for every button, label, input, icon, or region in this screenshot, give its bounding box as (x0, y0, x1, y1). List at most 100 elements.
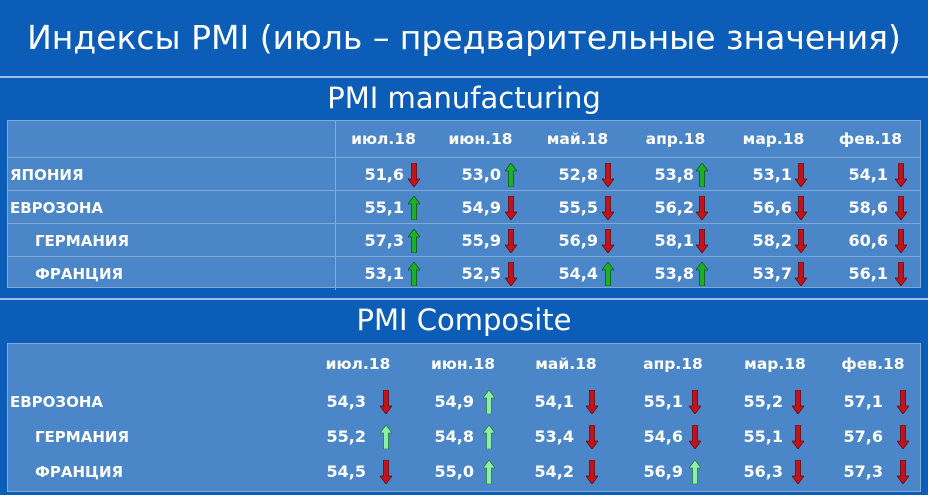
column-divider (335, 191, 336, 224)
up-icon (407, 260, 421, 290)
row-label: ЕВРОЗОНА (10, 392, 103, 411)
value-cell: 55,2 (743, 392, 783, 411)
down-icon (894, 195, 908, 224)
page-title: Индексы PMI (июль – предварительные знач… (27, 17, 901, 57)
down-icon (407, 162, 421, 191)
down-icon (896, 424, 910, 453)
down-icon (791, 459, 805, 488)
manufacturing-heading: PMI manufacturing (0, 76, 928, 118)
table-row: ФРАНЦИЯ 54,5 55,0 54,2 56,9 56,3 57,3 (8, 454, 920, 489)
table-row: ФРАНЦИЯ 53,1 52,5 54,4 53,8 53,7 56,1 (8, 256, 920, 290)
down-icon (379, 459, 393, 488)
value-cell: 60,6 (848, 231, 888, 250)
value-cell: 54,4 (558, 264, 598, 283)
manufacturing-table: июл.18 июн.18 май.18 апр.18 мар.18 фев.18 ЯПОН… (7, 120, 921, 290)
column-header-1: июл.18 (325, 355, 391, 373)
value-cell: 56,9 (558, 231, 598, 250)
down-icon (791, 424, 805, 453)
value-cell: 54,5 (326, 462, 366, 481)
row-label: ГЕРМАНИЯ (35, 231, 129, 250)
up-icon (504, 161, 518, 191)
down-icon (894, 261, 908, 290)
down-icon (601, 162, 615, 191)
value-cell: 57,6 (843, 427, 883, 446)
column-header-2: июн.18 (430, 355, 496, 373)
value-cell: 56,6 (752, 198, 792, 217)
table-row: ГЕРМАНИЯ 57,3 55,9 56,9 58,1 58,2 60,6 (8, 223, 920, 257)
column-header-5: мар.18 (742, 130, 805, 148)
down-icon (791, 389, 805, 418)
column-header-3: май.18 (546, 130, 609, 148)
value-cell: 53,4 (534, 427, 574, 446)
up-icon (695, 161, 709, 191)
table-row: ЕВРОЗОНА 54,3 54,9 54,1 55,1 55,2 57,1 (8, 384, 920, 419)
value-cell: 55,1 (643, 392, 683, 411)
composite-table: июл.18 июн.18 май.18 апр.18 мар.18 фев.18 ЕВРО… (7, 343, 921, 492)
column-header-6: фев.18 (841, 355, 905, 373)
value-cell: 54,1 (848, 165, 888, 184)
value-cell: 57,1 (843, 392, 883, 411)
up-icon (482, 458, 496, 488)
down-icon (688, 424, 702, 453)
down-icon (896, 459, 910, 488)
value-cell: 53,1 (364, 264, 404, 283)
down-icon (794, 162, 808, 191)
value-cell: 58,1 (654, 231, 694, 250)
column-header-5: мар.18 (744, 355, 806, 373)
header-row: июл.18 июн.18 май.18 апр.18 мар.18 фев.18 (8, 121, 920, 157)
up-icon (695, 260, 709, 290)
value-cell: 54,3 (326, 392, 366, 411)
down-icon (585, 424, 599, 453)
table-row: ЯПОНИЯ 51,6 53,0 52,8 53,8 53,1 54,1 (8, 157, 920, 191)
column-header-1: июл.18 (351, 130, 416, 148)
value-cell: 55,0 (434, 462, 474, 481)
up-icon (407, 227, 421, 257)
up-icon (407, 194, 421, 224)
down-icon (794, 228, 808, 257)
value-cell: 54,9 (461, 198, 501, 217)
value-cell: 54,8 (434, 427, 474, 446)
row-label: ФРАНЦИЯ (35, 462, 124, 481)
column-divider (335, 121, 336, 157)
down-icon (896, 389, 910, 418)
value-cell: 53,7 (752, 264, 792, 283)
value-cell: 58,2 (752, 231, 792, 250)
value-cell: 55,1 (364, 198, 404, 217)
column-header-4: апр.18 (645, 130, 706, 148)
up-icon (482, 423, 496, 453)
up-icon (688, 458, 702, 488)
value-cell: 56,1 (848, 264, 888, 283)
value-cell: 54,1 (534, 392, 574, 411)
down-icon (504, 261, 518, 290)
value-cell: 52,8 (558, 165, 598, 184)
up-icon (379, 423, 393, 453)
value-cell: 58,6 (848, 198, 888, 217)
row-label: ГЕРМАНИЯ (35, 427, 129, 446)
value-cell: 57,3 (364, 231, 404, 250)
value-cell: 53,1 (752, 165, 792, 184)
value-cell: 53,8 (654, 264, 694, 283)
value-cell: 52,5 (461, 264, 501, 283)
value-cell: 55,2 (326, 427, 366, 446)
value-cell: 54,2 (534, 462, 574, 481)
down-icon (894, 162, 908, 191)
value-cell: 53,0 (461, 165, 501, 184)
down-icon (585, 389, 599, 418)
up-icon (601, 260, 615, 290)
value-cell: 56,9 (643, 462, 683, 481)
value-cell: 53,8 (654, 165, 694, 184)
column-header-4: апр.18 (643, 355, 703, 373)
value-cell: 55,9 (461, 231, 501, 250)
value-cell: 51,6 (364, 165, 404, 184)
column-divider (335, 158, 336, 191)
row-label: ФРАНЦИЯ (35, 264, 124, 283)
value-cell: 56,3 (743, 462, 783, 481)
down-icon (794, 195, 808, 224)
down-icon (504, 228, 518, 257)
down-icon (504, 195, 518, 224)
column-divider (335, 224, 336, 257)
value-cell: 55,5 (558, 198, 598, 217)
down-icon (894, 228, 908, 257)
table-row: ЕВРОЗОНА 55,1 54,9 55,5 56,2 56,6 58,6 (8, 190, 920, 224)
column-header-2: июн.18 (448, 130, 513, 148)
